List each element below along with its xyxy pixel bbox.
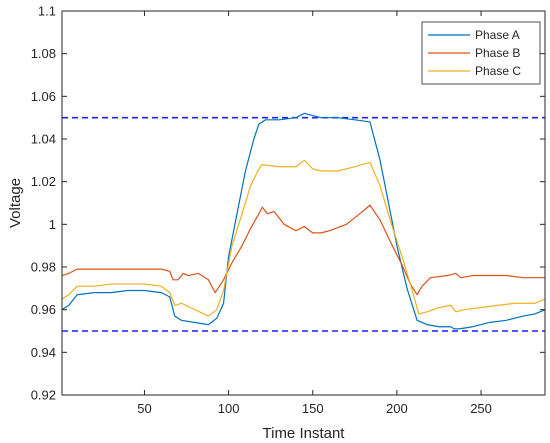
x-axis-label: Time Instant bbox=[263, 425, 346, 442]
series-line-phase-b bbox=[61, 204, 545, 296]
x-tick-label: 50 bbox=[137, 401, 151, 416]
x-tick-label: 150 bbox=[302, 401, 324, 416]
x-tick-label: 200 bbox=[386, 401, 408, 416]
series-line-phase-a bbox=[61, 112, 546, 330]
legend: Phase A Phase B Phase C bbox=[421, 21, 541, 85]
legend-label-phase-c: Phase C bbox=[475, 64, 521, 78]
y-tick-label: 0.96 bbox=[31, 302, 56, 317]
y-tick-label: 1.1 bbox=[38, 4, 56, 19]
y-axis-label: Voltage bbox=[7, 178, 24, 228]
y-tick-label: 1.08 bbox=[31, 46, 56, 61]
y-tick-label: 0.98 bbox=[31, 260, 56, 275]
y-tick-label: 0.92 bbox=[31, 388, 56, 403]
x-tick-label: 250 bbox=[470, 401, 492, 416]
y-tick-label: 0.94 bbox=[31, 345, 56, 360]
legend-label-phase-a: Phase A bbox=[475, 28, 520, 42]
plot-frame bbox=[61, 10, 546, 396]
y-axis-ticks: 0.92 0.94 0.96 0.98 1 1.02 1.04 1.06 1.08 1.1 bbox=[31, 4, 545, 403]
y-tick-label: 1.06 bbox=[31, 89, 56, 104]
x-axis-ticks: 50 100 150 200 250 bbox=[137, 11, 492, 416]
reference-lines bbox=[62, 116, 545, 332]
series-line-phase-c bbox=[61, 159, 546, 317]
x-tick-label: 100 bbox=[218, 401, 240, 416]
y-tick-label: 1.02 bbox=[31, 174, 56, 189]
legend-label-phase-b: Phase B bbox=[475, 46, 520, 60]
y-tick-label: 1.04 bbox=[31, 132, 56, 147]
y-tick-label: 1 bbox=[49, 217, 56, 232]
series-lines bbox=[61, 112, 546, 330]
